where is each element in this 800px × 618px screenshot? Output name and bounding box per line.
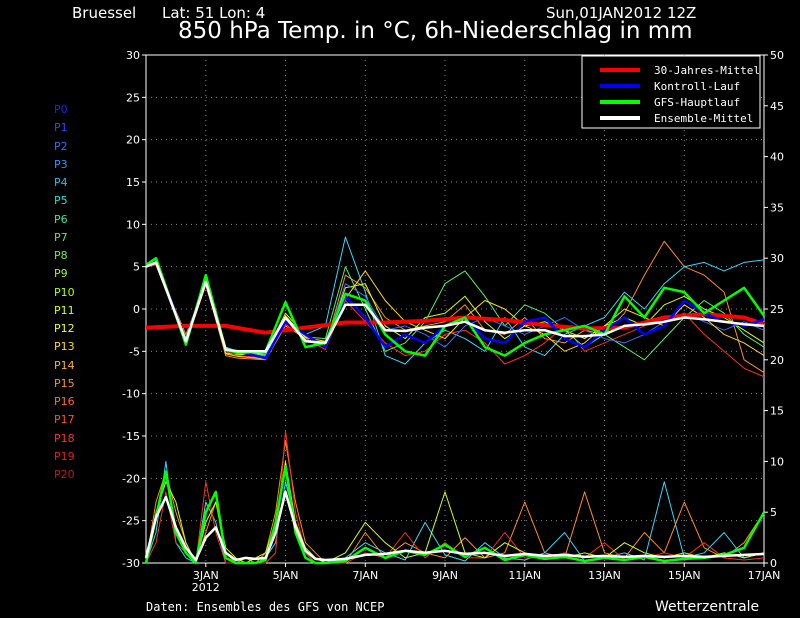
y-right-tick-label: 0 [770, 557, 777, 570]
y-left-tick-label: 0 [133, 303, 140, 316]
y-right-tick-label: 10 [770, 455, 784, 468]
x-tick-label: 9JAN [432, 569, 458, 582]
y-left-tick-label: 20 [126, 134, 140, 147]
y-right-tick-label: 15 [770, 405, 784, 418]
run-datetime: Sun,01JAN2012 12Z [546, 4, 697, 22]
x-tick-label: 13JAN [588, 569, 621, 582]
member-label-p17: P17 [54, 413, 75, 427]
temp-gfs-hauptlauf-line [145, 256, 766, 357]
x-tick-sublabel: 2012 [192, 581, 220, 594]
ensemble-member-list: P0 P1 P2 P3 P4 P5 P6 P7 P8 P9 P10 P11 P12 P13 P14 P15 P1… [54, 101, 75, 484]
member-label-p10: P10 [54, 285, 75, 299]
y-left-tick-label: -20 [122, 472, 140, 485]
member-label-p6: P6 [54, 212, 68, 226]
member-label-p14: P14 [54, 358, 75, 372]
member-label-p16: P16 [54, 395, 75, 408]
y-right-tick-label: 5 [770, 506, 777, 519]
y-left-tick-label: 30 [126, 49, 140, 62]
member-label-p4: P4 [54, 176, 68, 189]
member-label-p11: P11 [54, 303, 75, 317]
legend-label: 30-Jahres-Mittel [654, 64, 760, 77]
member-label-p13: P13 [54, 340, 75, 354]
chart-title: 850 hPa Temp. in °C, 6h-Niederschlag in … [178, 18, 693, 44]
member-label-p18: P18 [54, 431, 75, 445]
member-label-p1: P1 [54, 121, 68, 135]
y-left-tick-label: 10 [126, 218, 140, 231]
y-left-tick-label: -10 [122, 388, 140, 401]
y-left-tick-label: 15 [126, 176, 140, 189]
temp-ensemble-mittel-line [145, 261, 765, 353]
legend-label: Ensemble-Mittel [654, 112, 753, 125]
x-tick-label: 7JAN [352, 569, 378, 582]
precip-member-line [145, 440, 765, 564]
member-label-p7: P7 [54, 230, 68, 244]
precip-member-line [145, 460, 765, 564]
temp-member-line [145, 262, 765, 356]
x-tick-label: 3JAN [193, 569, 219, 582]
x-tick-label: 15JAN [668, 569, 701, 582]
temp-member-line [145, 240, 765, 373]
y-right-tick-label: 45 [770, 100, 784, 113]
data-source: Daten: Ensembles des GFS von NCEP [146, 600, 385, 614]
y-right-tick-label: 20 [770, 354, 784, 367]
precip-gfs-hauptlauf-line [144, 465, 766, 565]
member-label-p12: P12 [54, 322, 75, 335]
legend-label: GFS-Hauptlauf [654, 96, 740, 109]
coordinates: Lat: 51 Lon: 4 [162, 4, 266, 22]
location-name: Bruessel [72, 4, 137, 22]
y-left-tick-label: 5 [133, 261, 140, 274]
y-right-tick-label: 35 [770, 201, 784, 214]
y-left-tick-label: 25 [126, 91, 140, 104]
y-right-tick-label: 40 [770, 151, 784, 164]
y-left-tick-label: -25 [122, 515, 140, 528]
y-left-tick-label: -5 [129, 345, 140, 358]
brand-label: Wetterzentrale [655, 599, 760, 615]
member-label-p9: P9 [54, 267, 68, 281]
member-label-p19: P19 [54, 449, 75, 463]
x-tick-label: 11JAN [508, 569, 541, 582]
x-tick-label: 5JAN [273, 569, 299, 582]
y-right-tick-label: 25 [770, 303, 784, 316]
member-label-p0: P0 [54, 103, 68, 116]
member-label-p2: P2 [54, 139, 68, 153]
temp-member-line [145, 258, 765, 360]
member-label-p15: P15 [54, 376, 75, 390]
x-tick-label: 17JAN [748, 569, 781, 582]
y-left-tick-label: -30 [122, 557, 140, 570]
member-label-p3: P3 [54, 157, 68, 171]
y-left-tick-label: -15 [122, 430, 140, 443]
precip-ensemble-mittel-line [144, 490, 765, 562]
y-right-tick-label: 30 [770, 252, 784, 265]
member-label-p20: P20 [54, 468, 75, 481]
legend-label: Kontroll-Lauf [654, 80, 740, 93]
member-label-p5: P5 [54, 194, 68, 208]
member-label-p8: P8 [54, 249, 68, 262]
y-right-tick-label: 50 [770, 49, 784, 62]
